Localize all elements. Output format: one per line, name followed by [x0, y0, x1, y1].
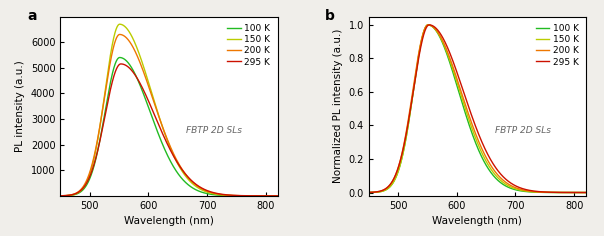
Text: FBTP 2D SLs: FBTP 2D SLs — [187, 126, 242, 135]
200 K — [576, 191, 583, 194]
Line: 200 K: 200 K — [60, 34, 278, 196]
100 K — [268, 194, 275, 197]
295 K — [68, 194, 75, 196]
100 K — [471, 138, 478, 141]
295 K — [162, 140, 170, 143]
100 K — [57, 194, 64, 197]
295 K — [426, 24, 433, 26]
295 K — [376, 190, 384, 193]
295 K — [228, 194, 235, 197]
200 K — [268, 194, 275, 197]
200 K — [536, 191, 544, 194]
150 K — [576, 191, 583, 194]
X-axis label: Wavelength (nm): Wavelength (nm) — [432, 216, 522, 226]
150 K — [376, 190, 384, 193]
295 K — [536, 190, 544, 193]
295 K — [274, 194, 281, 197]
Legend: 100 K, 150 K, 200 K, 295 K: 100 K, 150 K, 200 K, 295 K — [225, 21, 273, 69]
100 K — [425, 24, 432, 26]
100 K — [465, 122, 472, 125]
Line: 150 K: 150 K — [368, 25, 586, 193]
Line: 100 K: 100 K — [60, 58, 278, 196]
150 K — [116, 23, 123, 26]
Text: a: a — [28, 9, 37, 23]
295 K — [365, 191, 372, 194]
295 K — [471, 122, 478, 125]
150 K — [465, 118, 472, 120]
100 K — [582, 191, 590, 194]
150 K — [162, 136, 170, 139]
200 K — [365, 191, 372, 194]
150 K — [228, 194, 235, 197]
100 K — [268, 194, 275, 197]
100 K — [156, 138, 164, 140]
200 K — [268, 194, 275, 197]
150 K — [365, 191, 372, 194]
150 K — [425, 24, 432, 26]
295 K — [117, 63, 124, 65]
150 K — [57, 194, 64, 197]
295 K — [576, 191, 583, 194]
Legend: 100 K, 150 K, 200 K, 295 K: 100 K, 150 K, 200 K, 295 K — [533, 21, 582, 69]
200 K — [465, 113, 472, 116]
100 K — [162, 151, 170, 154]
295 K — [465, 105, 472, 108]
100 K — [365, 191, 372, 194]
295 K — [268, 194, 275, 197]
100 K — [536, 191, 544, 194]
295 K — [582, 191, 590, 194]
150 K — [268, 194, 275, 197]
295 K — [576, 191, 583, 194]
200 K — [376, 190, 384, 193]
100 K — [576, 191, 583, 194]
200 K — [576, 191, 583, 194]
100 K — [228, 194, 235, 197]
100 K — [274, 194, 281, 197]
200 K — [228, 194, 235, 197]
295 K — [156, 127, 164, 130]
150 K — [68, 194, 75, 197]
150 K — [156, 119, 164, 122]
100 K — [116, 56, 123, 59]
X-axis label: Wavelength (nm): Wavelength (nm) — [124, 216, 214, 226]
150 K — [471, 134, 478, 137]
200 K — [162, 135, 170, 138]
Y-axis label: Normalized PL intensity (a.u.): Normalized PL intensity (a.u.) — [333, 29, 343, 183]
200 K — [57, 194, 64, 197]
200 K — [425, 24, 432, 26]
200 K — [116, 33, 123, 36]
295 K — [57, 194, 64, 197]
Line: 150 K: 150 K — [60, 24, 278, 196]
150 K — [274, 194, 281, 197]
200 K — [582, 191, 590, 194]
Line: 100 K: 100 K — [368, 25, 586, 193]
Text: b: b — [326, 9, 335, 23]
100 K — [576, 191, 583, 194]
200 K — [274, 194, 281, 197]
295 K — [268, 194, 275, 197]
100 K — [68, 194, 75, 197]
Line: 200 K: 200 K — [368, 25, 586, 193]
150 K — [268, 194, 275, 197]
150 K — [576, 191, 583, 194]
150 K — [536, 191, 544, 194]
Y-axis label: PL intensity (a.u.): PL intensity (a.u.) — [15, 60, 25, 152]
200 K — [471, 129, 478, 132]
Text: FBTP 2D SLs: FBTP 2D SLs — [495, 126, 551, 135]
100 K — [376, 190, 384, 193]
Line: 295 K: 295 K — [60, 64, 278, 196]
200 K — [68, 193, 75, 196]
Line: 295 K: 295 K — [368, 25, 586, 193]
200 K — [156, 119, 164, 122]
150 K — [582, 191, 590, 194]
